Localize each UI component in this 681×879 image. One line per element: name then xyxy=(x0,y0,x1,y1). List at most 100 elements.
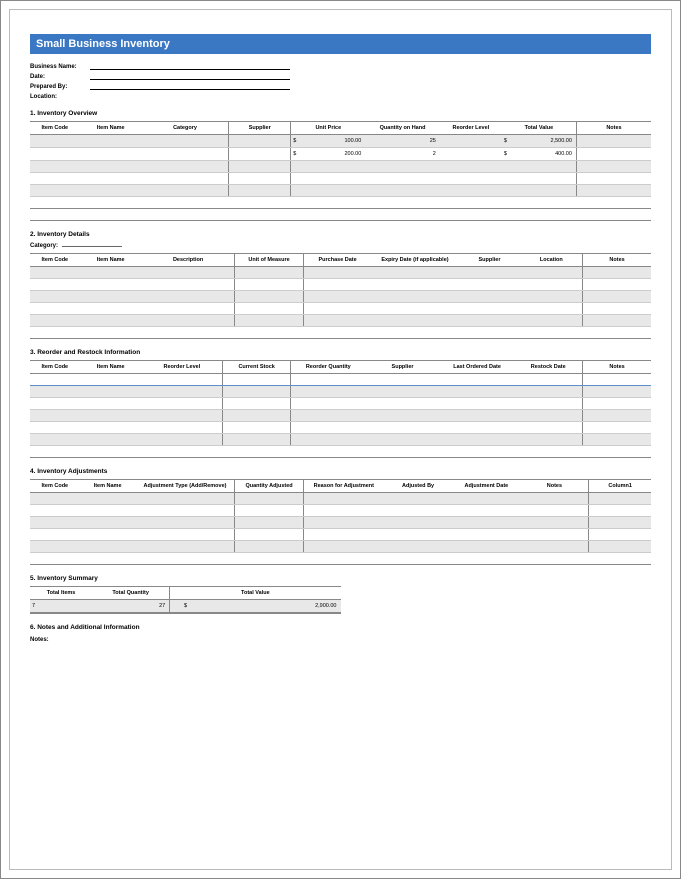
section-4-head: 4. Inventory Adjustments xyxy=(30,468,651,475)
table-row xyxy=(30,209,651,221)
info-location: Location: xyxy=(30,94,651,100)
cell-total: 400.00 xyxy=(514,148,576,161)
col: Item Name xyxy=(80,480,136,493)
page-inner: Small Business Inventory Business Name: … xyxy=(9,9,672,870)
cell-currency: $ xyxy=(502,135,514,148)
col-unit-price: Unit Price xyxy=(291,122,366,135)
col: Total Quantity xyxy=(92,587,170,600)
col: Item Code xyxy=(30,361,80,374)
info-prepared-by: Prepared By: xyxy=(30,84,651,90)
table-row xyxy=(30,422,651,434)
table-row xyxy=(30,529,651,541)
cell-currency: $ xyxy=(502,148,514,161)
col-qty: Quantity on Hand xyxy=(365,122,440,135)
col: Location xyxy=(521,254,583,267)
col: Restock Date xyxy=(514,361,582,374)
col: Reorder Quantity xyxy=(291,361,366,374)
col: Adjusted By xyxy=(384,480,452,493)
col: Notes xyxy=(583,254,651,267)
adjustments-table: Item Code Item Name Adjustment Type (Add… xyxy=(30,479,651,565)
table-row xyxy=(30,327,651,339)
col: Description xyxy=(142,254,235,267)
table-row xyxy=(30,410,651,422)
cell-total: 2,500.00 xyxy=(514,135,576,148)
col: Purchase Date xyxy=(303,254,371,267)
col-total: Total Value xyxy=(502,122,577,135)
section-1-head: 1. Inventory Overview xyxy=(30,110,651,117)
col-reorder: Reorder Level xyxy=(440,122,502,135)
table-row xyxy=(30,197,651,209)
table-header-row: Item Code Item Name Category Supplier Un… xyxy=(30,122,651,135)
col: Supplier xyxy=(365,361,440,374)
col: Item Code xyxy=(30,254,80,267)
col-category: Category xyxy=(142,122,229,135)
table-row xyxy=(30,279,651,291)
table-row xyxy=(30,303,651,315)
table-row xyxy=(30,434,651,446)
col: Notes xyxy=(583,361,651,374)
table-row xyxy=(30,185,651,197)
col: Adjustment Type (Add/Remove) xyxy=(136,480,235,493)
col: Total Items xyxy=(30,587,92,600)
col-supplier: Supplier xyxy=(229,122,291,135)
table-row xyxy=(30,315,651,327)
category-text: Category: xyxy=(30,243,58,249)
info-date: Date: xyxy=(30,74,651,80)
col: Column1 xyxy=(589,480,651,493)
cell-currency: $ xyxy=(291,148,303,161)
summary-table: Total Items Total Quantity Total Value 7… xyxy=(30,586,341,614)
col: Quantity Adjusted xyxy=(235,480,303,493)
table-row xyxy=(30,267,651,279)
table-row: $ 200.00 2 $ 400.00 xyxy=(30,148,651,161)
table-row xyxy=(30,493,651,505)
reorder-table: Item Code Item Name Reorder Level Curren… xyxy=(30,360,651,458)
col-item-name: Item Name xyxy=(80,122,142,135)
cell-qty: 25 xyxy=(365,135,440,148)
col: Reorder Level xyxy=(142,361,223,374)
col: Adjustment Date xyxy=(452,480,520,493)
cell-unit-price: 200.00 xyxy=(303,148,365,161)
table-row xyxy=(30,161,651,173)
cell-unit-price: 100.00 xyxy=(303,135,365,148)
notes-label: Notes: xyxy=(30,637,651,643)
section-6-head: 6. Notes and Additional Information xyxy=(30,624,651,631)
underline xyxy=(62,242,122,247)
table-header-row: Total Items Total Quantity Total Value xyxy=(30,587,341,600)
section-2-head: 2. Inventory Details xyxy=(30,231,651,238)
table-row: 7 27 $ 2,900.00 xyxy=(30,600,341,614)
col: Notes xyxy=(521,480,589,493)
table-row xyxy=(30,446,651,458)
table-row xyxy=(30,553,651,565)
table-header-row: Item Code Item Name Reorder Level Curren… xyxy=(30,361,651,374)
table-row xyxy=(30,541,651,553)
table-row xyxy=(30,398,651,410)
cell-value: 2,900.00 xyxy=(201,600,341,614)
table-header-row: Item Code Item Name Description Unit of … xyxy=(30,254,651,267)
col: Item Name xyxy=(80,361,142,374)
cell-currency: $ xyxy=(291,135,303,148)
label-business-name: Business Name: xyxy=(30,64,88,70)
underline xyxy=(90,64,290,70)
col-item-code: Item Code xyxy=(30,122,80,135)
page-outer: Small Business Inventory Business Name: … xyxy=(0,0,681,879)
table-row xyxy=(30,374,651,386)
overview-table: Item Code Item Name Category Supplier Un… xyxy=(30,121,651,221)
section-5-head: 5. Inventory Summary xyxy=(30,575,651,582)
cell-qty: 27 xyxy=(92,600,170,614)
col: Expiry Date (if applicable) xyxy=(372,254,459,267)
col-notes: Notes xyxy=(576,122,651,135)
section-3-head: 3. Reorder and Restock Information xyxy=(30,349,651,356)
col: Supplier xyxy=(458,254,520,267)
info-business-name: Business Name: xyxy=(30,64,651,70)
col: Reason for Adjustment xyxy=(303,480,384,493)
underline xyxy=(90,84,290,90)
underline xyxy=(90,74,290,80)
col: Item Name xyxy=(80,254,142,267)
cell-qty: 2 xyxy=(365,148,440,161)
table-header-row: Item Code Item Name Adjustment Type (Add… xyxy=(30,480,651,493)
cell-currency: $ xyxy=(170,600,201,614)
table-row xyxy=(30,386,651,398)
page-title: Small Business Inventory xyxy=(30,34,651,54)
table-row xyxy=(30,517,651,529)
category-label: Category: xyxy=(30,242,651,249)
